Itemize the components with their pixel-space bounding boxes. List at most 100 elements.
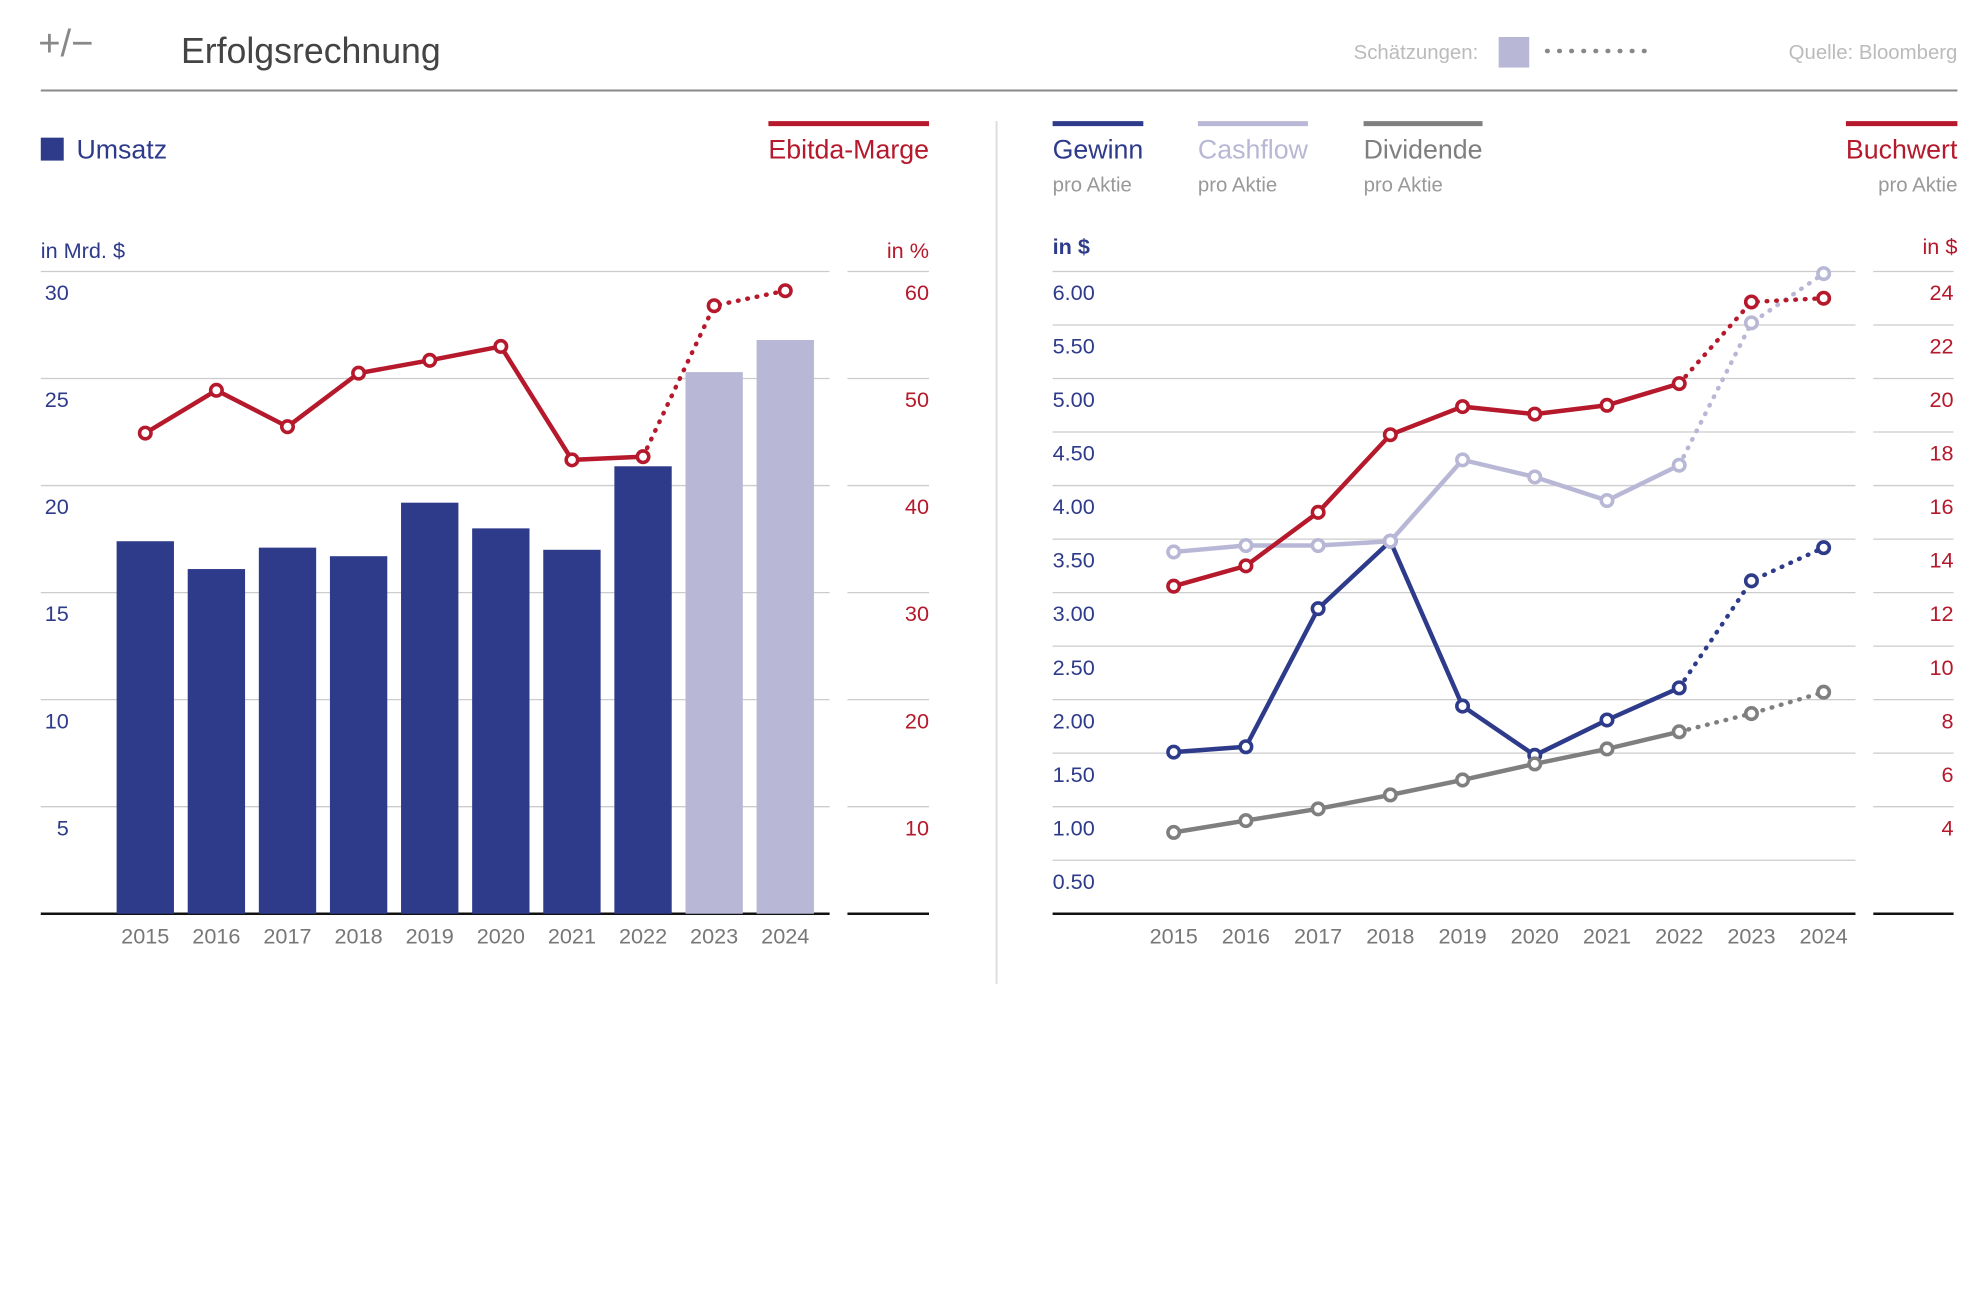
- point: [1527, 756, 1543, 772]
- y2-tick-label: 12: [1929, 601, 1953, 626]
- point: [493, 338, 509, 354]
- point: [1743, 706, 1759, 722]
- x-tick-label: 2016: [192, 924, 240, 949]
- estimates-swatch: [1498, 36, 1530, 68]
- point: [1599, 493, 1615, 509]
- point: [1816, 266, 1832, 282]
- x-tick-label: 2024: [1800, 924, 1848, 949]
- y-tick-label: 2.50: [1053, 655, 1095, 680]
- point: [1455, 698, 1471, 714]
- legend-subtitle: pro Aktie: [1878, 174, 1957, 196]
- y2-tick-label: 20: [1929, 387, 1953, 412]
- x-tick-label: 2022: [1655, 924, 1703, 949]
- bar: [685, 372, 743, 914]
- point: [1382, 787, 1398, 803]
- estimates-label: Schätzungen:: [1354, 42, 1479, 64]
- point: [1455, 772, 1471, 788]
- bar: [116, 541, 174, 914]
- x-tick-label: 2020: [1511, 924, 1559, 949]
- x-tick-label: 2023: [690, 924, 738, 949]
- y2-tick-label: 4: [1942, 815, 1954, 840]
- x-tick-label: 2018: [335, 924, 383, 949]
- point: [351, 365, 367, 381]
- line: [1171, 381, 1682, 589]
- line: [143, 344, 646, 463]
- y2-tick-label: 50: [905, 387, 929, 412]
- x-tick-label: 2016: [1222, 924, 1270, 949]
- x-tick-label: 2015: [121, 924, 169, 949]
- legend-subtitle: pro Aktie: [1364, 174, 1443, 196]
- bar: [614, 466, 672, 914]
- y2-tick-label: 8: [1942, 708, 1954, 733]
- y-tick-label: 2.00: [1053, 708, 1095, 733]
- legend-label: Cashflow: [1198, 135, 1309, 165]
- y2-tick-label: 14: [1929, 548, 1953, 573]
- point: [1310, 601, 1326, 617]
- legend-label: Dividende: [1364, 135, 1483, 165]
- bar: [187, 569, 246, 914]
- y-tick-label: 5.50: [1053, 334, 1095, 359]
- legend-label: Buchwert: [1846, 135, 1958, 165]
- legend-subtitle: pro Aktie: [1053, 174, 1132, 196]
- point: [1671, 724, 1687, 740]
- bar: [543, 549, 601, 914]
- point: [777, 283, 793, 299]
- y-tick-label: 10: [45, 708, 69, 733]
- y-tick-label: 4.50: [1053, 441, 1095, 466]
- point: [1599, 741, 1615, 757]
- y-tick-label: 3.00: [1053, 601, 1095, 626]
- y2-tick-label: 24: [1929, 280, 1953, 305]
- point: [1310, 801, 1326, 817]
- point: [1382, 427, 1398, 443]
- point: [1671, 457, 1687, 473]
- point: [1743, 294, 1759, 310]
- point: [1743, 573, 1759, 589]
- y2-tick-label: 30: [905, 601, 929, 626]
- point: [1166, 578, 1182, 594]
- line-estimate: [1676, 271, 1826, 468]
- legend-label: Ebitda-Marge: [768, 135, 929, 165]
- point: [137, 425, 153, 441]
- y2-tick-label: 22: [1929, 334, 1953, 359]
- point: [1816, 290, 1832, 306]
- line: [1171, 729, 1682, 835]
- point: [1743, 315, 1759, 331]
- bar: [472, 528, 530, 914]
- point: [635, 449, 651, 465]
- point: [1310, 504, 1326, 520]
- x-tick-label: 2023: [1727, 924, 1775, 949]
- point: [1238, 739, 1254, 755]
- x-tick-label: 2024: [761, 924, 809, 949]
- line-estimate: [640, 288, 788, 459]
- point: [208, 382, 224, 398]
- y2-tick-label: 20: [905, 708, 929, 733]
- x-tick-label: 2019: [406, 924, 454, 949]
- x-tick-label: 2015: [1150, 924, 1198, 949]
- line: [1171, 457, 1682, 555]
- y2-tick-label: 60: [905, 280, 929, 305]
- point: [1238, 537, 1254, 554]
- point: [706, 298, 722, 314]
- point: [1166, 824, 1182, 840]
- legend-subtitle: pro Aktie: [1198, 174, 1277, 196]
- point: [1166, 744, 1182, 760]
- y2-axis-label: in $: [1922, 234, 1957, 259]
- point: [1816, 684, 1832, 700]
- y-tick-label: 0.50: [1053, 869, 1095, 894]
- bar: [258, 547, 317, 914]
- y-axis-label: in Mrd. $: [41, 238, 125, 263]
- line: [1171, 538, 1682, 758]
- line-estimate: [1676, 295, 1826, 386]
- y-tick-label: 5: [57, 815, 69, 840]
- legend-swatch: [40, 137, 64, 161]
- y-tick-label: 1.00: [1053, 815, 1095, 840]
- point: [564, 452, 580, 468]
- y2-tick-label: 40: [905, 494, 929, 519]
- bar: [756, 339, 814, 914]
- x-tick-label: 2021: [1583, 924, 1631, 949]
- point: [1455, 452, 1471, 468]
- page-title: Erfolgsrechnung: [181, 31, 441, 71]
- legend-label: Gewinn: [1053, 135, 1144, 165]
- y2-tick-label: 16: [1929, 494, 1953, 519]
